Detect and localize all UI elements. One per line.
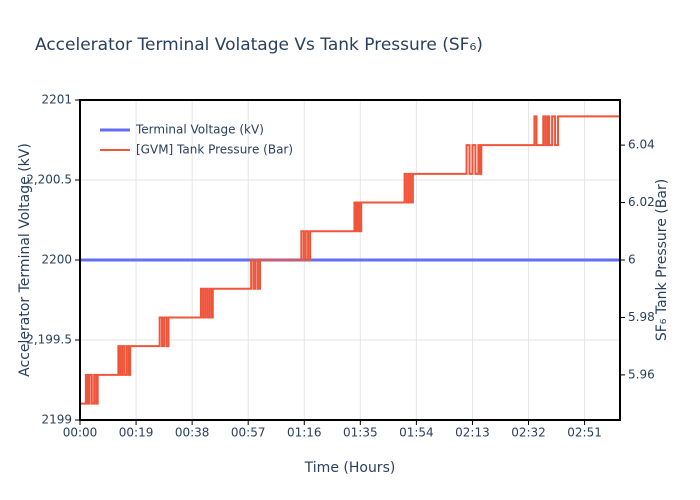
x-tick-label: 01:54 xyxy=(399,426,434,440)
x-tick-label: 00:57 xyxy=(231,426,266,440)
y2-axis-title: SF₆ Tank Pressure (Bar) xyxy=(654,179,670,341)
chart-title: Accelerator Terminal Volatage Vs Tank Pr… xyxy=(35,35,483,55)
x-tick-label: 01:16 xyxy=(287,426,322,440)
x-tick-label: 01:35 xyxy=(343,426,378,440)
x-axis-title: Time (Hours) xyxy=(304,460,396,476)
y-tick-label: 2,199.5 xyxy=(26,333,72,347)
x-tick-label: 02:32 xyxy=(511,426,546,440)
y2-tick-label: 5.98 xyxy=(628,310,655,324)
legend-label: [GVM] Tank Pressure (Bar) xyxy=(136,143,293,157)
x-tick-label: 02:51 xyxy=(567,426,602,440)
y-axis-title: Accelerator Terminal Voltage (kV) xyxy=(17,143,33,377)
y-tick-label: 2199 xyxy=(41,413,72,427)
y-tick-label: 2200 xyxy=(41,253,72,267)
y2-tick-label: 6.02 xyxy=(628,195,655,209)
x-tick-label: 02:13 xyxy=(455,426,490,440)
x-tick-label: 00:00 xyxy=(63,426,98,440)
y-tick-label: 2,200.5 xyxy=(26,173,72,187)
y2-tick-label: 6.04 xyxy=(628,138,655,152)
y-tick-label: 2201 xyxy=(41,93,72,107)
series-line xyxy=(80,115,620,405)
y2-tick-label: 5.96 xyxy=(628,367,655,381)
x-tick-label: 00:19 xyxy=(119,426,154,440)
legend-label: Terminal Voltage (kV) xyxy=(135,123,264,137)
x-tick-label: 00:38 xyxy=(175,426,210,440)
plot-border xyxy=(79,99,621,421)
y2-tick-label: 6 xyxy=(628,253,636,267)
